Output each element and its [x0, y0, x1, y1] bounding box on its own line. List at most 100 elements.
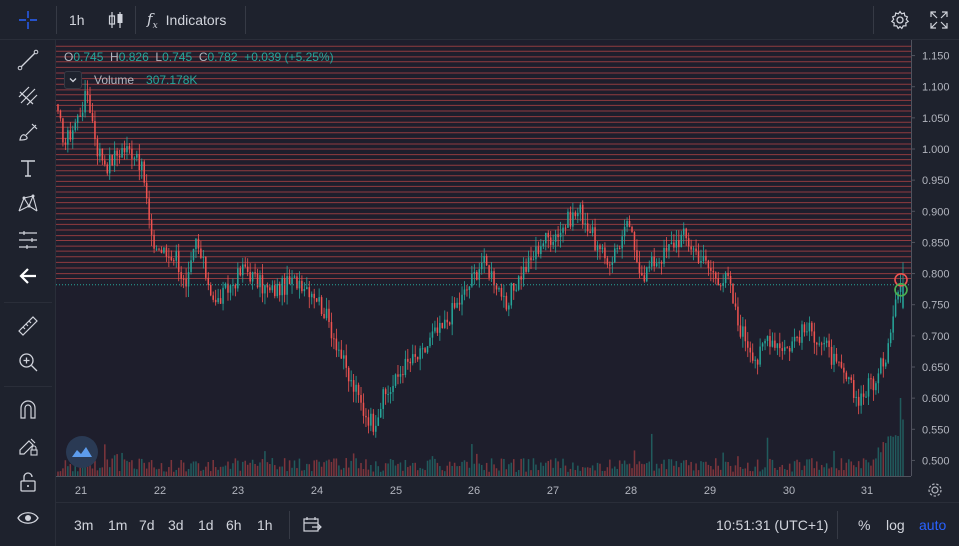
text-tool[interactable]: [0, 150, 56, 186]
buy-marker[interactable]: [894, 282, 908, 297]
magnet-tool[interactable]: [0, 392, 56, 428]
volume-bar: [749, 470, 752, 476]
volume-bar: [562, 458, 564, 476]
indicators-button[interactable]: fx Indicators: [147, 0, 226, 40]
crosshair-tool[interactable]: [0, 2, 56, 38]
candle-body: [436, 327, 439, 333]
volume-bar: [515, 471, 517, 476]
volume-bar: [584, 467, 586, 476]
candle-body: [887, 343, 889, 363]
volume-bar: [283, 458, 286, 476]
time-axis[interactable]: [56, 476, 959, 502]
volume-bar: [150, 460, 153, 476]
percent-toggle[interactable]: %: [858, 503, 870, 546]
candle-body: [419, 348, 421, 360]
range-3m-button[interactable]: 3m: [74, 503, 93, 546]
volume-bar: [461, 461, 463, 476]
candle-body: [453, 303, 456, 308]
lock-drawings-tool[interactable]: [0, 428, 56, 464]
candle-body: [710, 267, 712, 271]
volume-bar: [786, 469, 788, 476]
candle-body: [175, 251, 178, 261]
volume-bar: [448, 461, 451, 476]
y-tick-label: 1.150: [922, 51, 950, 63]
candle-body: [673, 242, 675, 248]
prediction-tool[interactable]: [0, 222, 56, 258]
range-1d-button[interactable]: 1d: [198, 503, 214, 546]
volume-bar: [360, 462, 362, 476]
candle-body: [838, 361, 840, 363]
volume-bar: [852, 465, 855, 476]
tradingview-logo[interactable]: [66, 436, 98, 468]
goto-date-button[interactable]: [302, 503, 322, 546]
volume-bar: [830, 467, 833, 476]
volume-collapse-button[interactable]: [64, 71, 82, 89]
axis-settings-icon[interactable]: [928, 483, 942, 497]
top-toolbar: 1h fx Indicators: [0, 0, 959, 40]
volume-bar: [715, 458, 717, 476]
candle-body: [547, 232, 550, 238]
fullscreen-button[interactable]: [929, 0, 949, 40]
candle-body: [638, 262, 641, 273]
volume-bar: [99, 467, 101, 476]
log-toggle[interactable]: log: [886, 503, 905, 546]
candle-body: [308, 287, 311, 298]
price-axis[interactable]: [911, 40, 959, 502]
auto-toggle[interactable]: auto: [919, 503, 946, 546]
brush-tool[interactable]: [0, 114, 56, 150]
pitchfork-tool[interactable]: [0, 78, 56, 114]
candle-body: [631, 226, 633, 232]
trend-line-tool[interactable]: [0, 42, 56, 78]
volume-bar: [476, 453, 478, 476]
range-7d-button[interactable]: 7d: [139, 503, 155, 546]
drawing-toolbar: [0, 40, 56, 546]
volume-bar: [596, 462, 599, 476]
price-chart[interactable]: 0.782 1.150 1.100 1.050 1.000 0.950 0.900 0.85…: [56, 40, 959, 502]
candle-body: [315, 298, 318, 302]
candle-body: [737, 306, 739, 326]
range-3d-button[interactable]: 3d: [168, 503, 184, 546]
unlock-tool[interactable]: [0, 464, 56, 500]
ruler-tool[interactable]: [0, 308, 56, 344]
candle-body: [798, 336, 801, 343]
chart-type-button[interactable]: [106, 0, 126, 40]
candle-body: [687, 238, 690, 247]
volume-bar: [399, 462, 402, 476]
timezone-button[interactable]: 10:51:31 (UTC+1): [716, 503, 828, 546]
volume-bar: [402, 470, 404, 476]
candle-body: [663, 247, 665, 264]
volume-bar: [685, 459, 687, 476]
interval-button[interactable]: 1h: [69, 0, 85, 40]
pattern-tool[interactable]: [0, 186, 56, 222]
chart-pane[interactable]: 0.782 1.150 1.100 1.050 1.000 0.950 0.900 0.85…: [56, 40, 959, 518]
candle-body: [586, 223, 589, 232]
volume-bar: [128, 462, 131, 476]
volume-bar: [185, 471, 187, 476]
candle-body: [256, 273, 259, 288]
range-1m-button[interactable]: 1m: [108, 503, 127, 546]
sell-marker[interactable]: [894, 272, 908, 287]
volume-bar: [761, 469, 764, 476]
volume-bar: [503, 458, 505, 476]
volume-bar: [133, 468, 136, 476]
volume-bar: [303, 470, 306, 476]
volume-bar: [145, 468, 148, 476]
back-button[interactable]: [0, 258, 56, 294]
pitchfork-icon: [18, 86, 38, 106]
volume-bar: [123, 459, 126, 476]
volume-bar: [345, 458, 347, 476]
y-tick-label: 0.900: [922, 206, 950, 218]
volume-bar: [108, 467, 111, 476]
candle-body: [803, 324, 806, 333]
volume-bar: [631, 468, 633, 476]
volume-bar: [818, 469, 821, 476]
zoom-in-tool[interactable]: [0, 344, 56, 380]
volume-bar: [774, 467, 776, 476]
range-1h-button[interactable]: 1h: [257, 503, 273, 546]
toolbar-divider: [56, 6, 57, 34]
volume-bar: [249, 462, 251, 476]
volume-bar: [559, 468, 562, 476]
hide-drawings-tool[interactable]: [0, 500, 56, 536]
settings-button[interactable]: [890, 0, 910, 40]
range-6h-button[interactable]: 6h: [226, 503, 242, 546]
